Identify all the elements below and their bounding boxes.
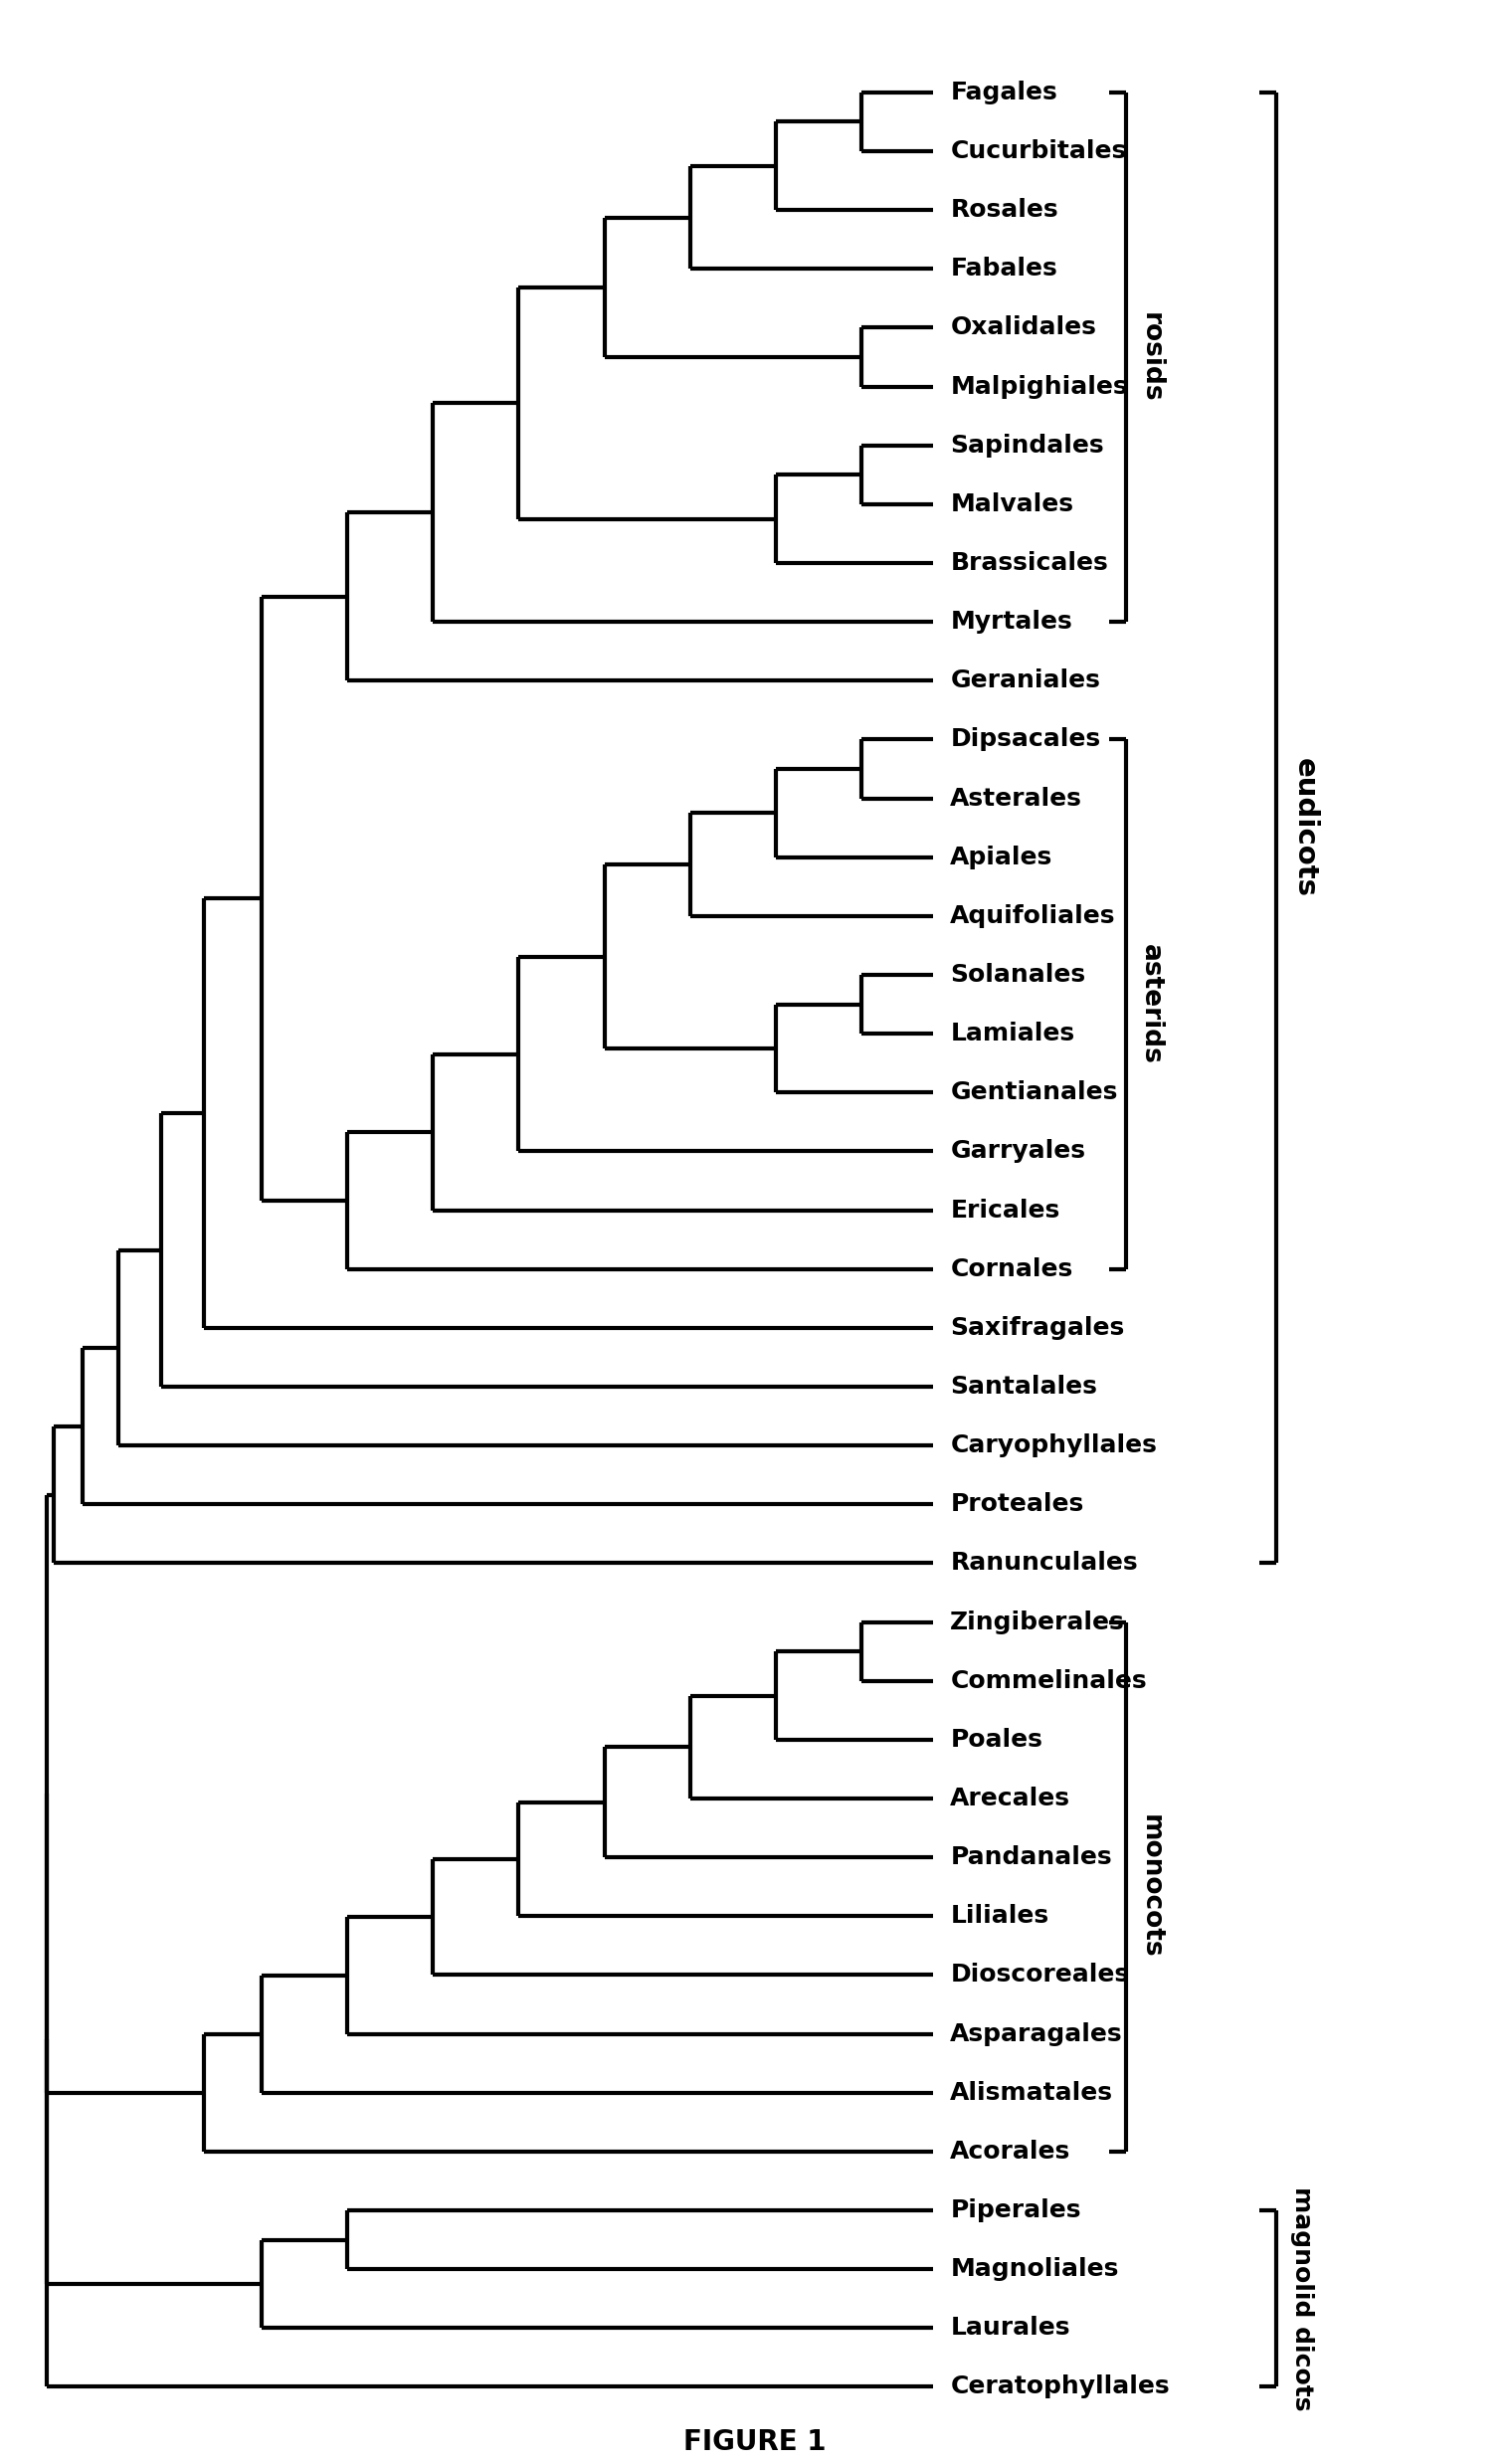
Text: Zingiberales: Zingiberales [951, 1609, 1126, 1634]
Text: Piperales: Piperales [951, 2198, 1080, 2223]
Text: Fabales: Fabales [951, 256, 1058, 281]
Text: Geraniales: Geraniales [951, 668, 1100, 692]
Text: Proteales: Proteales [951, 1493, 1083, 1515]
Text: Ericales: Ericales [951, 1198, 1059, 1222]
Text: Brassicales: Brassicales [951, 552, 1108, 574]
Text: magnolid dicots: magnolid dicots [1290, 2186, 1314, 2410]
Text: Acorales: Acorales [951, 2139, 1071, 2163]
Text: Cornales: Cornales [951, 1257, 1073, 1281]
Text: Ranunculales: Ranunculales [951, 1552, 1138, 1574]
Text: Cucurbitales: Cucurbitales [951, 140, 1127, 163]
Text: Oxalidales: Oxalidales [951, 315, 1097, 340]
Text: Ceratophyllales: Ceratophyllales [951, 2375, 1169, 2400]
Text: Asterales: Asterales [951, 786, 1082, 811]
Text: Asparagales: Asparagales [951, 2023, 1123, 2045]
Text: rosids: rosids [1138, 313, 1163, 402]
Text: eudicots: eudicots [1290, 759, 1319, 897]
Text: Arecales: Arecales [951, 1786, 1071, 1811]
Text: Apiales: Apiales [951, 845, 1053, 870]
Text: Alismatales: Alismatales [951, 2080, 1114, 2104]
Text: Fagales: Fagales [951, 81, 1058, 103]
Text: Santalales: Santalales [951, 1375, 1097, 1400]
Text: Rosales: Rosales [951, 197, 1058, 222]
Text: Lamiales: Lamiales [951, 1023, 1074, 1045]
Text: Commelinales: Commelinales [951, 1668, 1147, 1693]
Text: Dipsacales: Dipsacales [951, 727, 1100, 752]
Text: Pandanales: Pandanales [951, 1846, 1112, 1870]
Text: Solanales: Solanales [951, 963, 1085, 986]
Text: Liliales: Liliales [951, 1905, 1049, 1929]
Text: FIGURE 1: FIGURE 1 [684, 2427, 825, 2457]
Text: Laurales: Laurales [951, 2316, 1070, 2341]
Text: Caryophyllales: Caryophyllales [951, 1434, 1157, 1459]
Text: asterids: asterids [1138, 944, 1163, 1064]
Text: Myrtales: Myrtales [951, 611, 1073, 633]
Text: monocots: monocots [1138, 1816, 1163, 1959]
Text: Dioscoreales: Dioscoreales [951, 1964, 1129, 1986]
Text: Garryales: Garryales [951, 1138, 1085, 1163]
Text: Aquifoliales: Aquifoliales [951, 904, 1117, 929]
Text: Saxifragales: Saxifragales [951, 1316, 1124, 1340]
Text: Malvales: Malvales [951, 493, 1073, 515]
Text: Malpighiales: Malpighiales [951, 375, 1129, 399]
Text: Sapindales: Sapindales [951, 434, 1105, 458]
Text: Gentianales: Gentianales [951, 1082, 1118, 1104]
Text: Magnoliales: Magnoliales [951, 2257, 1118, 2282]
Text: Poales: Poales [951, 1727, 1043, 1752]
